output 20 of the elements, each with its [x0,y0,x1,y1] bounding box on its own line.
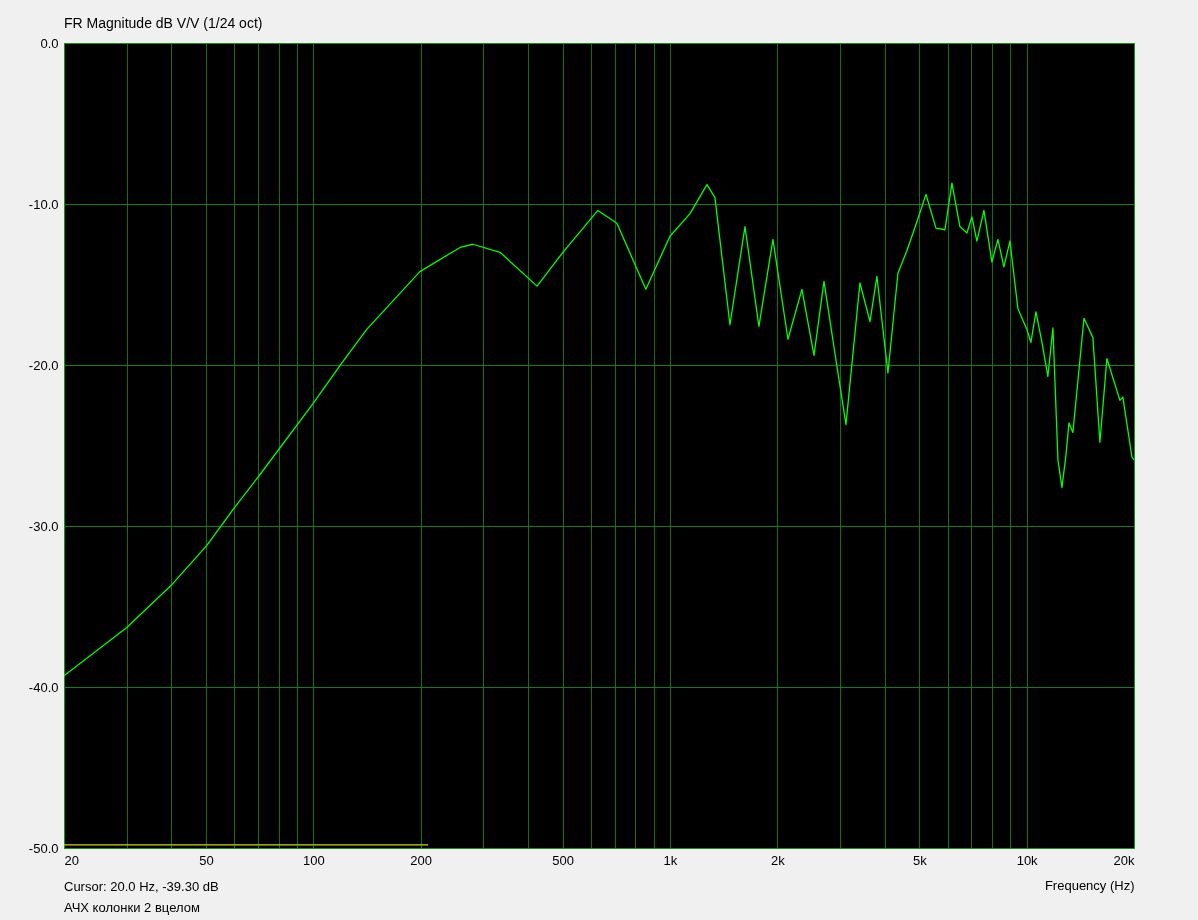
y-tick-label: -20.0 [28,357,59,373]
x-tick-label: 500 [552,852,574,868]
y-tick-label: -10.0 [28,196,59,212]
x-tick-label: 10k [1016,852,1039,868]
x-tick-label: 1k [663,852,678,868]
text: Cursor: 20.0 Hz, -39.30 dB [64,879,219,894]
x-tick-label: 20 [64,852,79,868]
x-tick-label: 5k [912,852,928,868]
y-tick-label: -30.0 [28,518,59,534]
y-tick-label: 0.0 [40,35,59,51]
x-tick-label: 200 [410,852,433,868]
x-axis-title: Frequency (Hz) [1044,877,1135,893]
text: АЧХ колонки 2 вцелом [64,900,200,915]
x-tick-label: 100 [302,852,325,868]
chart-title: FR Magnitude dB V/V (1/24 oct) [64,15,263,31]
x-tick-label: 2k [770,852,786,868]
y-tick-label: -40.0 [28,679,59,695]
x-tick-label: 50 [199,852,214,868]
x-tick-label: 20k [1113,852,1135,868]
y-tick-label: -50.0 [28,840,59,856]
